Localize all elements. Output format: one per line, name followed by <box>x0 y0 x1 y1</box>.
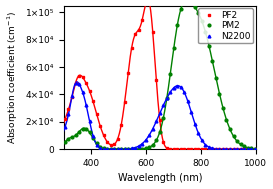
N2200 <box>235 148 239 150</box>
PF2 <box>253 148 256 150</box>
N2200 <box>88 120 91 122</box>
PF2 <box>250 148 253 150</box>
PF2 <box>99 125 102 127</box>
N2200 <box>112 148 116 150</box>
Legend: PF2, PM2, N2200: PF2, PM2, N2200 <box>198 8 253 43</box>
PM2 <box>99 146 102 148</box>
PM2 <box>239 143 242 146</box>
PM2 <box>253 148 256 150</box>
N2200 <box>74 82 77 84</box>
X-axis label: Wavelength (nm): Wavelength (nm) <box>117 174 202 184</box>
N2200 <box>102 148 105 150</box>
PM2 <box>120 148 123 150</box>
PM2 <box>109 148 112 150</box>
PF2 <box>109 144 112 146</box>
Line: PM2: PM2 <box>64 0 256 151</box>
Line: PF2: PF2 <box>64 1 256 151</box>
PF2 <box>235 148 239 150</box>
PM2 <box>250 147 253 149</box>
PF2 <box>148 1 151 3</box>
PF2 <box>63 118 67 121</box>
Y-axis label: Absorption coefficient (cm$^{-1}$): Absorption coefficient (cm$^{-1}$) <box>5 11 20 144</box>
PM2 <box>84 128 88 130</box>
PF2 <box>133 33 137 36</box>
PM2 <box>186 0 189 1</box>
PF2 <box>84 82 88 84</box>
Line: N2200: N2200 <box>64 82 256 151</box>
N2200 <box>63 126 67 128</box>
N2200 <box>137 145 140 147</box>
PM2 <box>63 141 67 143</box>
N2200 <box>253 148 256 150</box>
PM2 <box>137 148 140 150</box>
N2200 <box>250 148 253 150</box>
